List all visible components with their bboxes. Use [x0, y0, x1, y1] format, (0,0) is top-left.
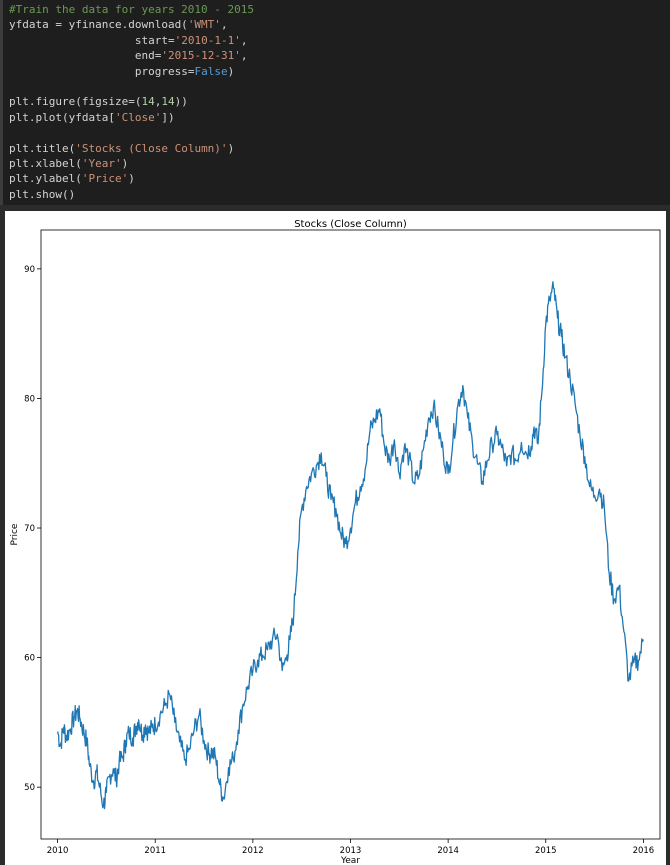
code-ylabel-string: 'Price' [81, 172, 129, 186]
y-tick-label: 60 [24, 654, 35, 664]
code-progress-key: progress= [134, 64, 195, 78]
code-xlabel-call: plt.xlabel( [9, 157, 82, 171]
code-comment: #Train the data for years 2010 - 2015 [9, 3, 255, 16]
code-show-call: plt.show() [9, 187, 76, 201]
code-end-string: '2015-12-31' [161, 49, 241, 63]
code-end-key: end= [134, 49, 162, 63]
code-fig-height: 14 [161, 95, 175, 109]
cell-output: Stocks (Close Column) Year Price 2010 201… [5, 211, 666, 865]
chart-title: Stocks (Close Column) [294, 219, 407, 230]
code-editor[interactable]: #Train the data for years 2010 - 2015 yf… [9, 3, 255, 201]
code-cell[interactable]: #Train the data for years 2010 - 2015 yf… [0, 0, 670, 205]
code-ylabel-call: plt.ylabel( [9, 172, 82, 186]
code-title-call: plt.title( [9, 141, 76, 155]
close-price-line [56, 281, 645, 810]
code-ticker-string: 'WMT' [187, 18, 221, 32]
y-tick-label: 70 [24, 524, 35, 534]
code-plot-call: plt.plot(yfdata[ [9, 110, 115, 124]
code-download-call: yfdata = yfinance.download( [9, 18, 188, 32]
x-tick-label: 2012 [242, 846, 264, 856]
x-axis-label: Year [340, 856, 360, 865]
code-plot-column: 'Close' [114, 110, 162, 124]
y-tick-label: 50 [24, 783, 35, 793]
code-start-string: '2010-1-1' [174, 33, 241, 47]
code-start-key: start= [134, 33, 175, 47]
stock-line-chart: Stocks (Close Column) Year Price 2010 201… [10, 219, 661, 865]
y-tick-label: 90 [24, 265, 35, 275]
y-tick-label: 80 [24, 394, 35, 404]
y-axis-label: Price [10, 523, 20, 545]
x-tick-label: 2015 [535, 846, 557, 856]
axes-frame [40, 229, 661, 840]
code-figure-call: plt.figure(figsize=( [9, 95, 142, 109]
x-tick-label: 2016 [633, 846, 655, 856]
x-tick-label: 2014 [437, 846, 459, 856]
code-title-string: 'Stocks (Close Column)' [75, 141, 228, 155]
code-xlabel-string: 'Year' [81, 157, 122, 171]
x-tick-label: 2011 [144, 846, 166, 856]
code-fig-width: 14 [141, 95, 155, 109]
x-tick-label: 2013 [340, 846, 362, 856]
x-tick-label: 2010 [47, 846, 69, 856]
code-false-keyword: False [194, 64, 228, 78]
